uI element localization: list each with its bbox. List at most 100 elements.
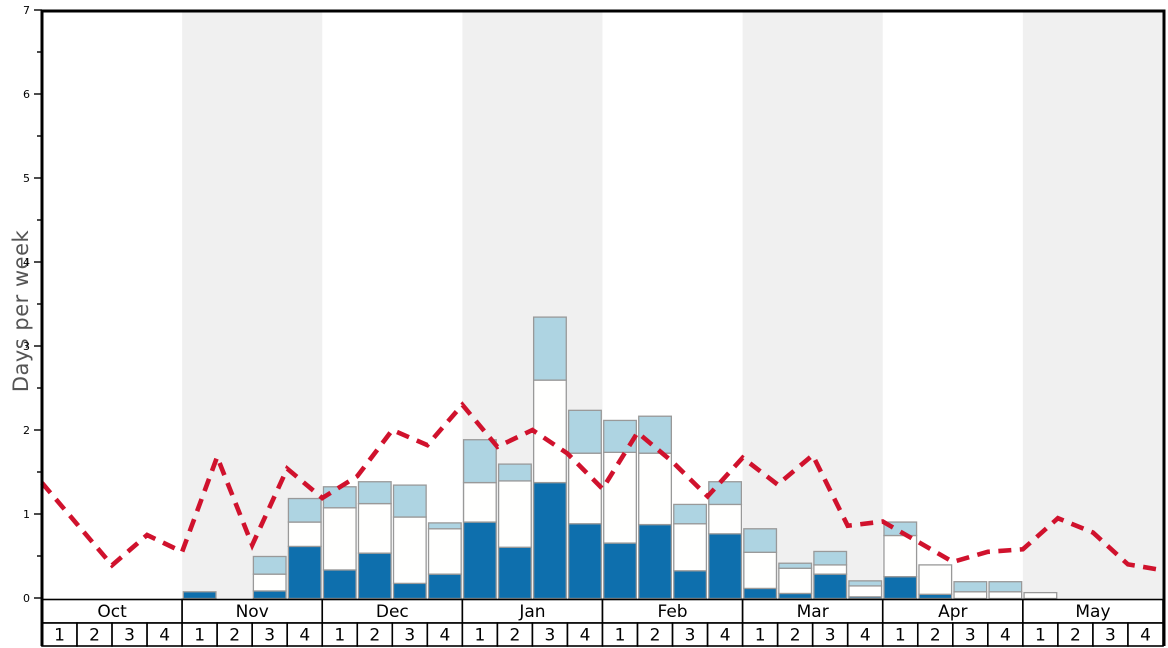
week-label-oct-2: 2 <box>89 626 100 646</box>
bar-segment-white-days-mar-w2 <box>778 567 813 595</box>
week-label-feb-2: 2 <box>650 626 661 646</box>
bar-segment-white-days-feb-w2 <box>638 452 673 526</box>
bar-segment-dark-blue-days-apr-w1 <box>883 576 918 600</box>
bar-segment-dark-blue-days-nov-w1 <box>182 591 217 600</box>
bar-segment-white-days-mar-w3 <box>813 564 848 575</box>
bar-segment-light-blue-days-dec-w1 <box>322 486 357 509</box>
bar-segment-white-days-apr-w1 <box>883 534 918 578</box>
bar-segment-dark-blue-days-mar-w3 <box>813 573 848 600</box>
bar-segment-light-blue-days-jan-w3 <box>532 316 567 381</box>
bar-segment-white-days-feb-w3 <box>673 523 708 572</box>
bar-segment-light-blue-days-mar-w1 <box>743 528 778 553</box>
week-label-dec-3: 3 <box>404 626 415 646</box>
week-label-mar-3: 3 <box>825 626 836 646</box>
bar-segment-light-blue-days-jan-w1 <box>462 439 497 484</box>
y-tick-label-0: 0 <box>23 592 30 605</box>
week-label-nov-3: 3 <box>264 626 275 646</box>
bar-segment-dark-blue-days-feb-w3 <box>673 570 708 600</box>
week-label-feb-1: 1 <box>615 626 626 646</box>
week-label-feb-3: 3 <box>685 626 696 646</box>
bar-segment-white-days-jan-w1 <box>462 481 497 523</box>
bar-segment-dark-blue-days-feb-w4 <box>708 533 743 600</box>
bar-segment-dark-blue-days-feb-w2 <box>638 523 673 600</box>
week-label-may-2: 2 <box>1070 626 1081 646</box>
week-label-mar-2: 2 <box>790 626 801 646</box>
month-label-nov: Nov <box>236 602 269 622</box>
bar-segment-light-blue-days-mar-w4 <box>848 580 883 587</box>
bar-segment-light-blue-days-nov-w3 <box>252 555 287 575</box>
bar-segment-white-days-jan-w2 <box>497 480 532 548</box>
bar-segment-light-blue-days-nov-w4 <box>287 497 322 523</box>
week-label-oct-3: 3 <box>124 626 135 646</box>
bar-segment-light-blue-days-dec-w4 <box>427 522 462 530</box>
bar-segment-white-days-mar-w4 <box>848 585 883 598</box>
bar-segment-dark-blue-days-dec-w4 <box>427 573 462 600</box>
month-label-feb: Feb <box>658 602 688 622</box>
bar-segment-dark-blue-days-dec-w1 <box>322 569 357 600</box>
shaded-band-mar <box>742 11 883 598</box>
week-label-dec-1: 1 <box>334 626 345 646</box>
bar-segment-white-days-feb-w1 <box>603 451 637 544</box>
y-tick-label-5: 5 <box>23 172 30 185</box>
bar-segment-dark-blue-days-jan-w4 <box>568 523 602 600</box>
y-tick-label-1: 1 <box>23 508 30 521</box>
y-tick-label-4: 4 <box>23 256 30 269</box>
month-label-mar: Mar <box>797 602 829 622</box>
week-label-dec-4: 4 <box>439 626 450 646</box>
week-label-jan-3: 3 <box>545 626 556 646</box>
y-tick-label-7: 7 <box>23 4 30 17</box>
week-label-jan-4: 4 <box>580 626 591 646</box>
bar-segment-white-days-dec-w1 <box>322 507 357 571</box>
month-label-may: May <box>1075 602 1110 622</box>
bar-segment-white-days-apr-w4 <box>988 591 1023 600</box>
week-label-may-1: 1 <box>1035 626 1046 646</box>
bar-segment-light-blue-days-dec-w2 <box>357 481 392 505</box>
bar-segment-dark-blue-days-jan-w2 <box>497 546 532 600</box>
week-label-jan-1: 1 <box>474 626 485 646</box>
bar-segment-white-days-dec-w2 <box>357 502 392 554</box>
bar-segment-white-days-jan-w3 <box>532 379 567 484</box>
bar-segment-light-blue-days-feb-w4 <box>708 481 743 506</box>
week-label-dec-2: 2 <box>369 626 380 646</box>
month-label-oct: Oct <box>97 602 127 622</box>
bar-segment-dark-blue-days-mar-w2 <box>778 592 813 600</box>
bar-segment-white-days-jan-w4 <box>568 452 602 525</box>
bar-segment-white-days-mar-w1 <box>743 551 778 590</box>
shaded-band-may <box>1022 11 1163 598</box>
bar-segment-white-days-nov-w4 <box>287 521 322 548</box>
bar-segment-light-blue-days-dec-w3 <box>392 484 427 518</box>
bar-segment-light-blue-days-feb-w2 <box>638 415 673 454</box>
week-label-may-4: 4 <box>1140 626 1151 646</box>
week-label-apr-3: 3 <box>965 626 976 646</box>
week-label-mar-1: 1 <box>755 626 766 646</box>
week-label-may-3: 3 <box>1105 626 1116 646</box>
week-label-feb-4: 4 <box>720 626 731 646</box>
month-label-jan: Jan <box>518 602 545 622</box>
bar-segment-light-blue-days-mar-w3 <box>813 550 848 566</box>
bar-segment-light-blue-days-apr-w3 <box>953 581 988 593</box>
bar-segment-light-blue-days-apr-w4 <box>988 581 1023 593</box>
week-label-mar-4: 4 <box>860 626 871 646</box>
week-label-oct-1: 1 <box>54 626 65 646</box>
bar-segment-light-blue-days-feb-w3 <box>673 503 708 525</box>
bar-segment-white-days-may-w1 <box>1023 591 1058 600</box>
bar-segment-dark-blue-days-jan-w3 <box>532 481 567 600</box>
bar-segment-light-blue-days-jan-w2 <box>497 463 532 482</box>
week-label-apr-2: 2 <box>930 626 941 646</box>
bar-segment-white-days-dec-w4 <box>427 528 462 575</box>
week-label-jan-2: 2 <box>510 626 521 646</box>
bar-segment-white-days-nov-w3 <box>252 573 287 592</box>
bar-segment-dark-blue-days-feb-w1 <box>603 542 637 600</box>
week-label-nov-4: 4 <box>299 626 310 646</box>
y-tick-label-6: 6 <box>23 88 30 101</box>
week-label-nov-2: 2 <box>229 626 240 646</box>
y-tick-label-2: 2 <box>23 424 30 437</box>
bar-segment-dark-blue-days-dec-w2 <box>357 552 392 600</box>
bar-segment-white-days-feb-w4 <box>708 503 743 535</box>
bar-segment-light-blue-days-feb-w1 <box>603 419 637 453</box>
week-label-apr-1: 1 <box>895 626 906 646</box>
bar-segment-dark-blue-days-jan-w1 <box>462 521 497 600</box>
month-label-apr: Apr <box>938 602 967 622</box>
